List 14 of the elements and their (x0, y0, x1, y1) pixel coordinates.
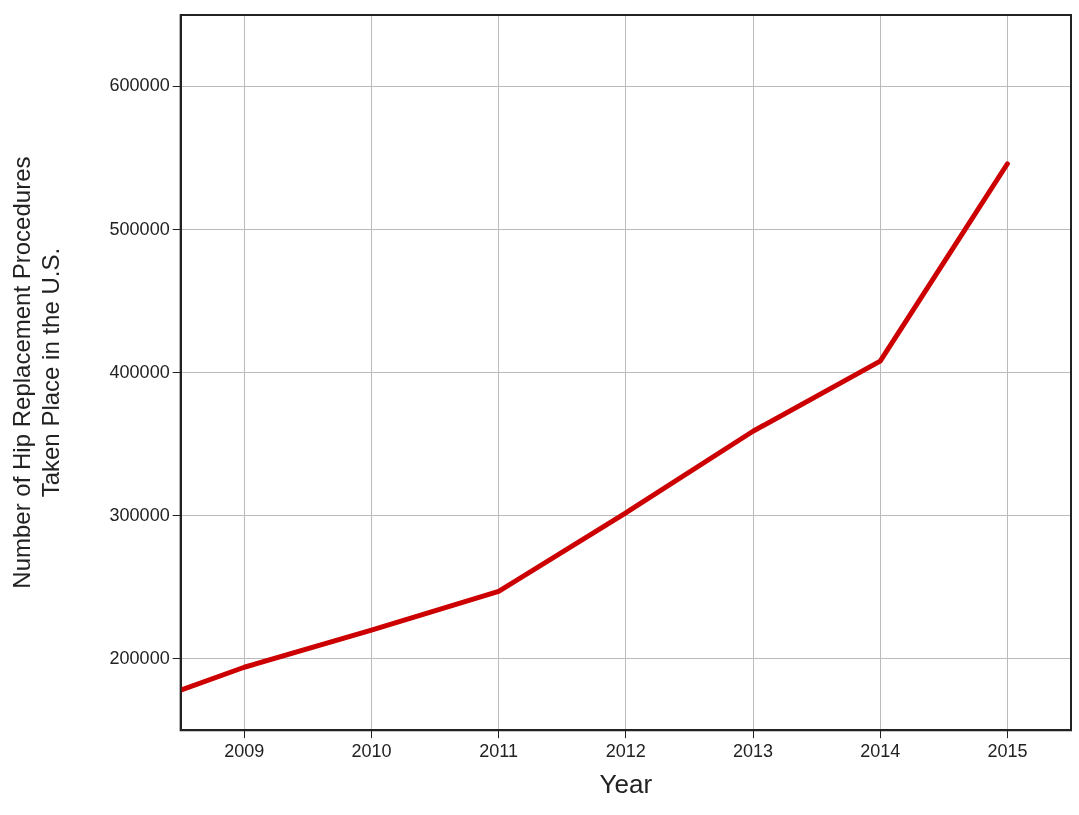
x-tick-label: 2014 (860, 740, 901, 761)
x-tick-label: 2015 (987, 740, 1028, 761)
y-tick-label: 400000 (109, 361, 170, 382)
x-tick-label: 2012 (605, 740, 646, 761)
y-axis-title: Number of Hip Replacement Procedures Taken Place in the U.S. (8, 156, 64, 589)
y-tick-label: 300000 (109, 504, 170, 525)
y-tick-label: 600000 (109, 75, 170, 96)
y-tick-label: 200000 (109, 647, 170, 668)
x-tick-label: 2009 (224, 740, 265, 761)
x-tick-label: 2013 (733, 740, 774, 761)
y-tick-label: 500000 (109, 218, 170, 239)
x-tick-label: 2010 (351, 740, 392, 761)
x-tick-label: 2011 (479, 740, 518, 761)
x-axis-title: Year (599, 768, 653, 799)
